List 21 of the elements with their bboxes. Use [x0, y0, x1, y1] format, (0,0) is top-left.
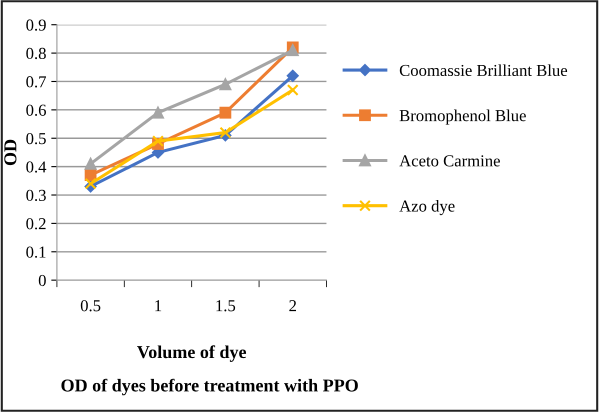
text: OD of dyes before treatment with PPO — [61, 378, 358, 396]
x-axis-title: Volume of dye — [137, 345, 246, 362]
x-tick-label: 1 — [155, 300, 162, 312]
y-tick-label: 0 — [38, 274, 46, 286]
legend-label: Aceto Carmine — [399, 155, 500, 166]
y-tick-label: 0.9 — [26, 19, 46, 31]
y-tick-label: 0.7 — [26, 76, 46, 88]
x-tick-label: 0.5 — [80, 300, 100, 312]
y-tick-label: 0.8 — [26, 48, 46, 60]
x-tick-label: 2 — [289, 300, 296, 312]
y-tick-label: 0.4 — [26, 161, 46, 173]
legend-label: Azo dye — [399, 200, 455, 216]
x-tick-label: 1.5 — [216, 300, 236, 312]
y-tick-label: 0.5 — [26, 132, 46, 144]
y-tick-label: 0.3 — [26, 190, 46, 202]
y-tick-label: 0.2 — [26, 218, 46, 230]
y-tick-label: 0.6 — [26, 104, 46, 116]
y-tick-label: 0.1 — [26, 246, 46, 258]
y-axis-title: OD — [4, 140, 16, 166]
legend-label: Coomassie Brilliant Blue — [400, 64, 568, 76]
legend-label: Bromophenol Blue — [400, 110, 526, 125]
